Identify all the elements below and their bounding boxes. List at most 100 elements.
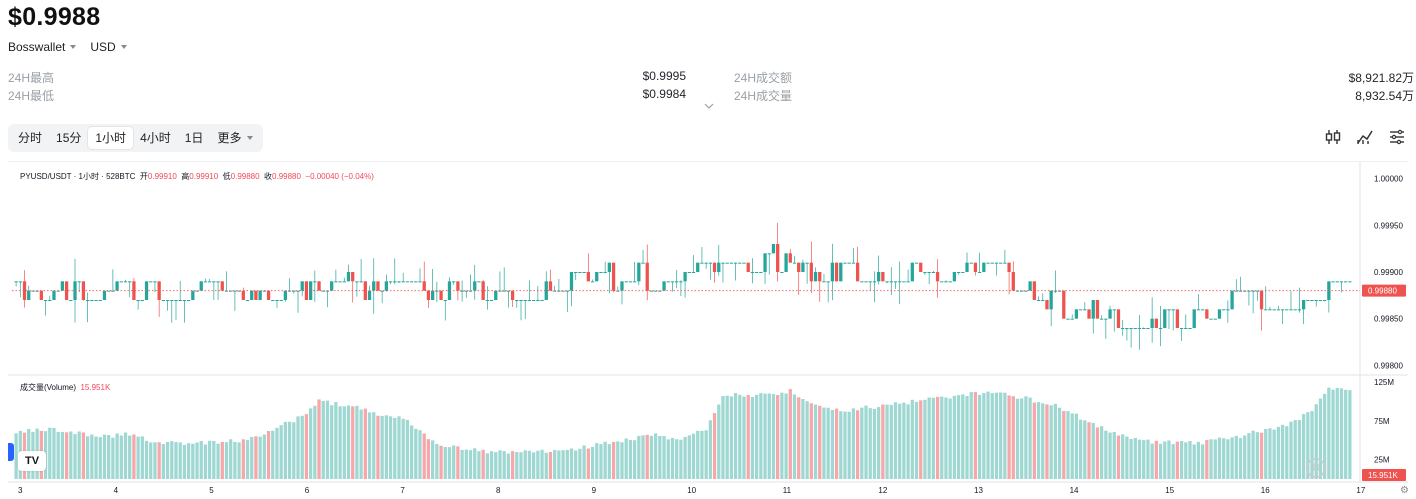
candle-body: [569, 272, 574, 291]
volume-bar: [830, 409, 835, 479]
volume-bar: [1276, 426, 1281, 479]
panel-toggle-handle[interactable]: [8, 443, 14, 461]
interval-tab-1h[interactable]: 1小时: [88, 127, 134, 149]
interval-tab-timeline[interactable]: 分时: [18, 131, 43, 145]
settings-lines-icon[interactable]: [1388, 128, 1406, 146]
volume-bar: [885, 404, 889, 479]
volume-bar: [531, 452, 536, 479]
last-volume-tag-text: 15.951K: [1368, 471, 1398, 480]
volume-bar: [1078, 419, 1083, 479]
candle-body: [830, 262, 835, 282]
candle-body: [447, 281, 452, 300]
volume-bar: [1234, 435, 1238, 479]
candle-body: [961, 272, 965, 273]
chart-area[interactable]: 1.00000 0.99950 0.99900 0.99850 0.99800 125M 7…: [8, 161, 1408, 495]
more-intervals-button[interactable]: 更多: [210, 127, 260, 149]
volume-bar: [1053, 403, 1058, 479]
volume-bar: [1028, 397, 1032, 479]
candle-body: [1217, 309, 1222, 319]
candle-body: [409, 281, 414, 283]
candle-body: [1222, 309, 1226, 311]
volume-bar: [679, 439, 683, 479]
candle-body: [292, 290, 296, 292]
candle-body: [515, 300, 519, 301]
volume-bar: [405, 419, 410, 479]
volume-bar: [1091, 422, 1095, 479]
candle-body: [792, 262, 797, 264]
volume-bar: [801, 399, 805, 479]
volume-bar: [1062, 411, 1066, 479]
candle-body: [283, 290, 288, 300]
volume-bar: [69, 431, 73, 479]
volume-bar: [1230, 437, 1234, 479]
candle-body: [611, 262, 616, 291]
volume-bar: [603, 441, 607, 479]
candle-body: [376, 281, 380, 291]
volume-bar: [1011, 396, 1015, 479]
volume-bar: [1243, 435, 1247, 479]
candle-body: [603, 272, 607, 273]
volume-bar: [1226, 439, 1230, 479]
candle-body: [994, 262, 999, 264]
volume-bar: [759, 393, 763, 479]
volume-bar: [456, 446, 460, 479]
volume-bar: [510, 451, 515, 479]
candle-body: [174, 300, 178, 301]
interval-tab-1d[interactable]: 1日: [184, 131, 204, 145]
indicators-icon[interactable]: [1324, 128, 1342, 146]
interval-tab-4h[interactable]: 4小时: [140, 131, 171, 145]
candle-body: [637, 262, 641, 282]
currency-selector[interactable]: USD: [90, 40, 127, 54]
volume-bar: [565, 449, 569, 479]
candle-body: [805, 262, 809, 264]
volume-bar: [1087, 422, 1091, 479]
volume-bar: [330, 405, 334, 479]
interval-bar: 分时 15分 1小时 4小时 1日 更多: [8, 124, 264, 152]
volume-bar: [1314, 404, 1318, 479]
candle-body: [216, 281, 220, 283]
time-tick-label: 9: [592, 486, 597, 495]
expand-chevron-icon[interactable]: [704, 101, 714, 111]
time-tick-label: 3: [18, 486, 23, 495]
open-label: 开: [139, 172, 148, 181]
volume-bar: [599, 444, 603, 479]
candle-body: [595, 272, 599, 282]
candle-body: [1045, 300, 1049, 310]
volume-bar: [418, 430, 422, 479]
volume-bar: [384, 415, 389, 479]
volume-bar: [1045, 404, 1049, 479]
volume-bar: [199, 441, 203, 479]
candle-body: [1129, 328, 1133, 329]
volume-bar: [700, 430, 704, 479]
candle-body: [245, 300, 250, 301]
candlestick-chart[interactable]: 1.00000 0.99950 0.99900 0.99850 0.99800 125M 7…: [8, 162, 1408, 496]
candle-body: [738, 262, 742, 264]
candle-body: [494, 290, 498, 300]
chart-type-icon[interactable]: [1356, 128, 1374, 146]
candle-body: [31, 290, 35, 292]
volume-bar: [624, 438, 628, 479]
candle-body: [771, 244, 776, 254]
volume-bar: [157, 442, 161, 479]
volume-bar: [481, 449, 485, 479]
volume-bar: [1264, 429, 1268, 479]
candle-body: [746, 262, 750, 272]
wallet-selector[interactable]: Bosswallet: [8, 40, 77, 54]
volume-bar: [266, 431, 271, 479]
candle-body: [1272, 309, 1276, 311]
interval-tab-15m[interactable]: 15分: [56, 131, 82, 145]
volume-bar: [447, 447, 452, 479]
candle-body: [666, 281, 670, 283]
volume-bar: [1024, 396, 1028, 479]
candle-body: [590, 281, 595, 283]
volume-bar: [56, 431, 60, 479]
volume-bar: [229, 439, 233, 479]
volume-bar: [52, 427, 56, 479]
candle-body: [557, 290, 561, 292]
tradingview-logo-icon[interactable]: TV: [18, 451, 46, 471]
axis-settings-gear-icon[interactable]: ⚙: [1400, 485, 1409, 496]
volume-bar: [1015, 398, 1020, 479]
candle-body: [1234, 290, 1238, 292]
volume-bar: [128, 435, 132, 479]
volume-bar: [1032, 402, 1036, 479]
